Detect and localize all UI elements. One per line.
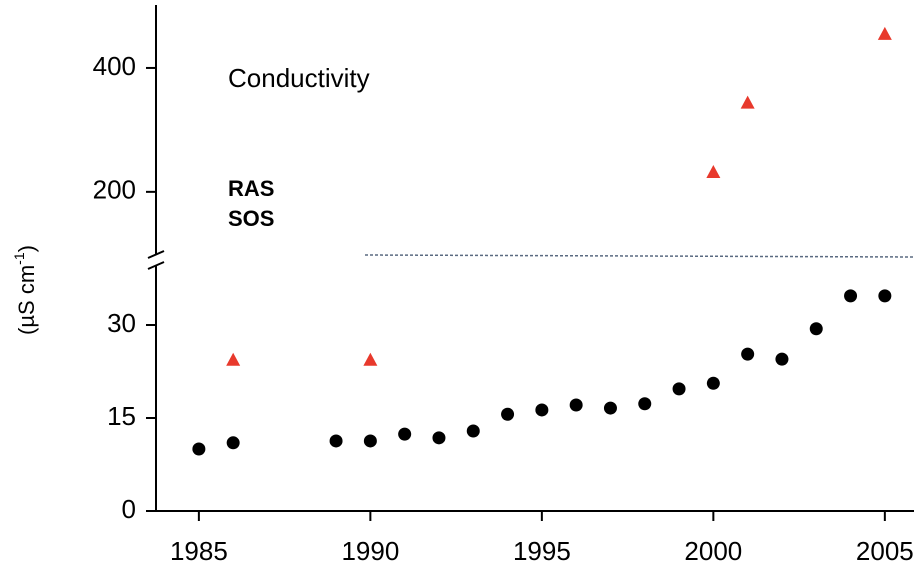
dot-marker xyxy=(398,427,412,441)
dot-marker xyxy=(672,382,686,396)
x-tick-label: 1985 xyxy=(170,536,228,566)
dot-marker xyxy=(775,352,789,366)
y-label-part: ) xyxy=(14,245,39,252)
triangle-marker xyxy=(877,26,892,40)
dot-marker xyxy=(226,436,240,450)
y-tick-label: 0 xyxy=(122,494,136,524)
y-tick-label: 400 xyxy=(93,51,136,81)
y-tick-label: 200 xyxy=(93,175,136,205)
triangle-marker xyxy=(226,352,241,366)
dot-marker xyxy=(878,289,892,303)
x-tick-label: 2005 xyxy=(856,536,914,566)
axis-break xyxy=(147,250,165,259)
axis-break xyxy=(147,261,165,270)
x-tick-label: 1995 xyxy=(513,536,571,566)
legend-label: RAS xyxy=(228,176,274,201)
annotation: Conductivity xyxy=(228,63,370,93)
y-tick-label: 15 xyxy=(107,401,136,431)
dot-marker xyxy=(569,398,583,412)
dot-marker xyxy=(192,442,206,456)
triangle-marker xyxy=(363,352,378,366)
dot-marker xyxy=(809,322,823,336)
dot-marker xyxy=(535,403,549,417)
x-tick-label: 2000 xyxy=(684,536,742,566)
dot-marker xyxy=(741,347,755,361)
y-label-part: (µS cm xyxy=(14,265,39,335)
legend-label: SOS xyxy=(228,206,274,231)
dot-marker xyxy=(432,431,446,445)
dot-marker xyxy=(706,376,720,390)
dot-marker xyxy=(844,289,858,303)
dot-marker xyxy=(638,397,652,411)
break-line xyxy=(364,254,914,258)
triangle-marker xyxy=(706,165,721,179)
dot-marker xyxy=(603,401,617,415)
y-tick-label: 30 xyxy=(107,308,136,338)
y-axis-label: (µS cm-1) xyxy=(11,245,39,335)
triangle-marker xyxy=(740,95,755,109)
x-tick-label: 1990 xyxy=(341,536,399,566)
dot-marker xyxy=(363,434,377,448)
dot-marker xyxy=(466,424,480,438)
dot-marker xyxy=(329,434,343,448)
dot-marker xyxy=(501,407,515,421)
y-label-sup: -1 xyxy=(11,252,27,265)
